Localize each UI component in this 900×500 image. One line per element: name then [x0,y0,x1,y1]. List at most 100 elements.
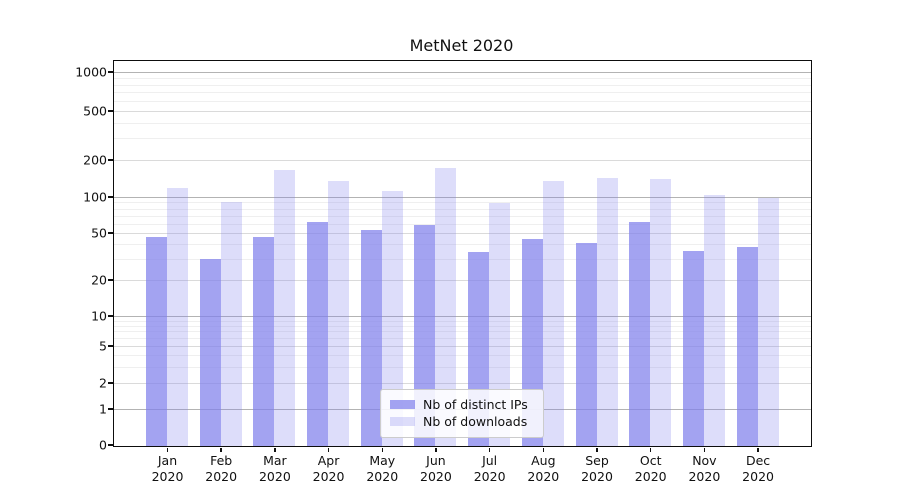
x-tick-label-10: Nov 2020 [688,453,721,484]
legend: Nb of distinct IPs Nb of downloads [380,389,544,438]
bar-distinct-ips-dec [736,246,758,446]
gridline-minor-300 [114,138,811,140]
gridline-minor-8 [114,325,811,327]
y-tick-mark-1000 [108,71,113,73]
bars-layer [114,61,811,446]
x-tick-mark-6 [488,448,491,452]
bar-downloads-mar [274,169,296,446]
x-tick-label-8: Sep 2020 [581,453,613,484]
y-tick-mark-200 [108,159,113,161]
bar-downloads-jul [489,202,511,446]
bar-downloads-nov [703,195,725,446]
y-tick-label-1: 1 [99,401,107,417]
gridline-sub-200 [114,160,811,161]
x-tick-label-4: May 2020 [366,453,399,484]
y-tick-mark-2 [108,382,113,384]
y-tick-mark-5 [108,345,113,347]
x-tick-mark-5 [435,448,437,452]
y-tick-label-5: 5 [99,338,107,354]
gridline-minor-4 [114,355,811,357]
gridline-minor-900 [114,77,811,79]
y-tick-label-500: 500 [83,103,107,119]
bar-downloads-dec [757,197,779,446]
gridline-minor-9 [114,320,811,322]
chart-title: MetNet 2020 [409,36,514,55]
x-tick-label-2: Mar 2020 [258,453,291,484]
x-tick-mark-0 [166,448,169,452]
y-tick-mark-0 [108,444,113,446]
y-tick-mark-20 [108,279,113,281]
y-tick-mark-50 [108,232,113,234]
bar-distinct-ips-sep [575,242,597,446]
gridline-minor-700 [114,92,811,94]
legend-swatch-distinct-ips [390,400,415,409]
x-tick-mark-1 [220,448,222,452]
y-tick-label-50: 50 [91,225,107,241]
gridline-pow-100 [114,196,811,198]
gridline-sub-20 [114,280,811,281]
x-tick-mark-2 [274,448,276,452]
y-tick-mark-100 [108,196,113,198]
y-tick-mark-1 [108,408,113,410]
gridline-sub-500 [114,111,811,113]
bar-distinct-ips-feb [199,258,221,446]
legend-swatch-downloads [390,417,415,426]
bar-downloads-apr [328,181,350,446]
y-tick-label-100: 100 [83,189,107,205]
y-tick-label-10: 10 [91,308,107,324]
gridline-minor-600 [114,100,811,102]
legend-entry-distinct-ips: Nb of distinct IPs [390,396,534,413]
gridline-minor-30 [114,259,811,261]
bar-downloads-jan [167,188,188,446]
x-tick-label-6: Jul 2020 [473,453,506,484]
bar-distinct-ips-may [360,230,382,446]
gridline-minor-80 [114,208,811,210]
y-tick-mark-500 [108,110,113,112]
x-tick-label-0: Jan 2020 [151,453,184,484]
bar-downloads-may [381,190,403,446]
x-tick-label-5: Jun 2020 [420,453,452,484]
x-tick-label-3: Apr 2020 [312,453,345,484]
bar-downloads-feb [220,201,242,446]
y-tick-label-2: 2 [99,375,107,391]
x-tick-mark-4 [381,448,383,452]
gridline-pow-1000 [114,72,811,74]
y-tick-label-20: 20 [91,272,107,288]
y-tick-label-1000: 1000 [75,64,107,80]
gridline-minor-90 [114,202,811,204]
x-tick-mark-9 [650,448,652,452]
x-tick-label-9: Oct 2020 [634,453,667,484]
y-tick-label-0: 0 [99,437,107,453]
bar-downloads-aug [542,181,564,446]
gridline-minor-3 [114,366,811,368]
x-tick-mark-3 [327,448,330,452]
x-tick-mark-7 [542,448,545,452]
y-tick-label-200: 200 [83,152,107,168]
x-tick-mark-11 [757,448,759,452]
bar-downloads-oct [650,178,672,446]
gridline-minor-7 [114,331,811,333]
bar-distinct-ips-mar [253,237,275,446]
legend-label-distinct-ips: Nb of distinct IPs [423,397,528,412]
gridline-minor-70 [114,215,811,217]
bar-downloads-sep [596,178,618,446]
gridline-sub-2 [114,383,811,385]
legend-label-downloads: Nb of downloads [423,414,528,429]
gridline-sub-50 [114,233,811,235]
x-tick-label-1: Feb 2020 [205,453,238,484]
gridline-minor-400 [114,122,811,124]
gridline-minor-800 [114,84,811,86]
bar-distinct-ips-oct [629,222,651,446]
bar-distinct-ips-apr [307,222,329,446]
bar-distinct-ips-nov [682,250,704,446]
gridline-minor-6 [114,338,811,340]
bar-downloads-jun [435,168,457,446]
gridline-minor-60 [114,223,811,225]
y-tick-mark-10 [108,315,113,317]
x-tick-label-7: Aug 2020 [527,453,560,484]
gridline-pow-10 [114,316,811,317]
gridline-minor-40 [114,244,811,246]
x-tick-label-11: Dec 2020 [742,453,774,484]
x-tick-mark-8 [596,448,598,452]
